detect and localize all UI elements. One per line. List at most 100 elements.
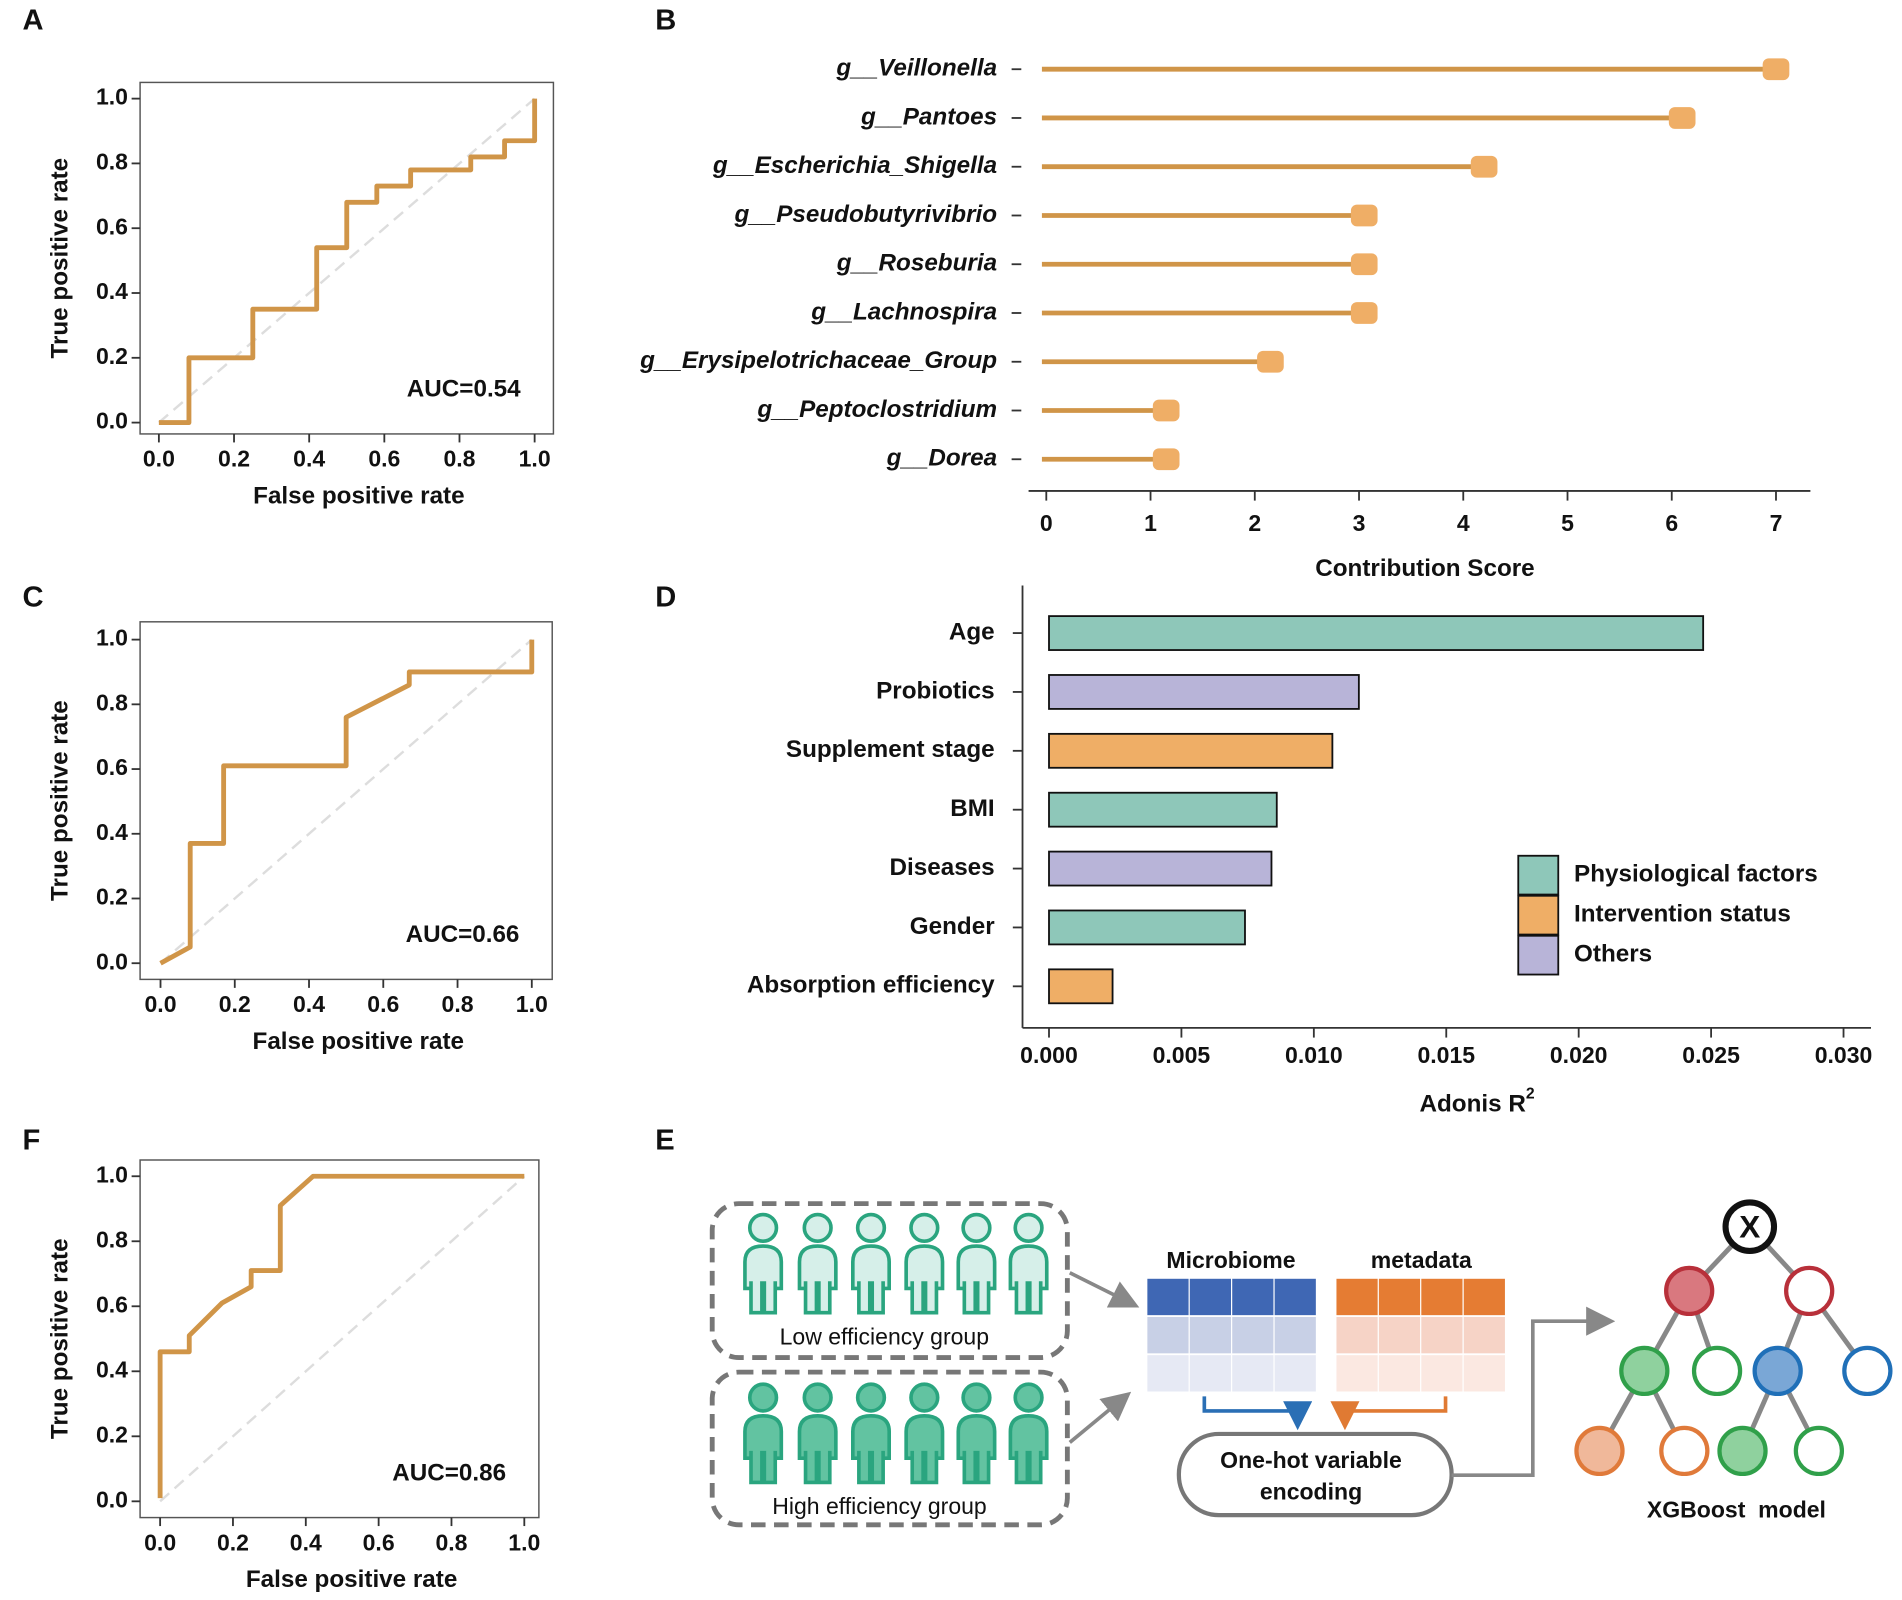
legend-swatch [1517, 854, 1560, 896]
category-label: Diseases [890, 854, 995, 881]
y-tick-label: 1.0 [96, 625, 128, 651]
person-legs [1014, 1281, 1043, 1315]
table-cell [1421, 1278, 1463, 1316]
lollipop-chart: 0 1 2 3 4 5 6 7 g__Veillonella g__Pantoes g__Esche… [639, 55, 1811, 582]
y-tick-label: 0.2 [96, 1421, 128, 1447]
x-tick-label: 0.4 [290, 1529, 322, 1555]
x-tick-label: 3 [1353, 510, 1366, 536]
y-tick-label: 0.0 [96, 948, 128, 974]
table-cell [1378, 1316, 1421, 1354]
connector [1202, 1396, 1313, 1431]
category-label: g__Dorea [886, 445, 997, 472]
person-legs [910, 1281, 939, 1315]
person-legs [857, 1450, 885, 1485]
x-axis-label: False positive rate [253, 1028, 464, 1055]
person-body [743, 1413, 784, 1460]
bar [1048, 732, 1334, 769]
x-tick-label: 0.8 [442, 991, 474, 1017]
plot-frame [139, 1159, 540, 1519]
auc-annotation: AUC=0.66 [406, 921, 520, 948]
person-head [802, 1212, 833, 1244]
table-cell [1147, 1316, 1189, 1354]
table-cell [1463, 1316, 1505, 1354]
category-label: g__Peptoclostridium [756, 396, 997, 423]
table-cell [1147, 1278, 1189, 1316]
legend-label: Physiological factors [1574, 861, 1818, 888]
x-tick-label: 0.030 [1815, 1042, 1873, 1068]
reference-line [158, 97, 536, 424]
roc-curve [159, 639, 535, 966]
person-head [909, 1212, 940, 1244]
connector [1330, 1396, 1448, 1431]
arrow [1451, 1306, 1616, 1477]
table-label: metadata [1371, 1247, 1472, 1273]
x-tick-label: 0.2 [217, 1529, 249, 1555]
table-cell [1421, 1316, 1463, 1354]
lollipop-head [1152, 448, 1180, 471]
x-tick-label: 0.4 [293, 991, 325, 1017]
person-body [904, 1413, 945, 1460]
category-label: Age [949, 618, 995, 645]
panel-label: C [23, 581, 44, 613]
bar [1048, 791, 1278, 828]
x-tick-label: 0.8 [443, 446, 475, 472]
y-axis-label: True positive rate [47, 700, 74, 901]
x-tick-label: 0.6 [367, 991, 399, 1017]
person-body [956, 1413, 997, 1460]
x-tick-label: 0.005 [1153, 1042, 1211, 1068]
panel-label: E [655, 1125, 674, 1157]
person-head [747, 1212, 779, 1244]
panel-label: D [655, 581, 676, 613]
table-cell [1189, 1355, 1231, 1392]
category-label: BMI [950, 795, 994, 822]
y-axis-label: True positive rate [47, 158, 74, 359]
lollipop-head [1470, 155, 1498, 178]
bar [1048, 850, 1273, 887]
group-box [709, 1201, 1070, 1361]
arrow [1068, 1391, 1132, 1444]
table-cell [1274, 1316, 1316, 1354]
person-head [855, 1212, 887, 1244]
encoding-label: One-hot variable [1220, 1447, 1402, 1473]
group-label: High efficiency group [772, 1493, 987, 1519]
x-axis-label-superscript: 2 [1526, 1086, 1535, 1103]
person-legs [962, 1281, 991, 1315]
legend-swatch [1517, 894, 1560, 936]
roc-chart: 0.0 0.2 0.4 0.6 0.8 1.0 0.0 0.2 0.4 0.6 0.8 1.0 AUC=… [47, 81, 555, 509]
table-cell [1232, 1355, 1274, 1392]
person-head [802, 1382, 833, 1413]
x-tick-label: 0.0 [144, 1529, 176, 1555]
table-cell [1147, 1355, 1189, 1392]
auc-annotation: AUC=0.86 [392, 1459, 506, 1486]
table-cell [1421, 1355, 1463, 1392]
roc-chart: 0.0 0.2 0.4 0.6 0.8 1.0 0.0 0.2 0.4 0.6 0.8 1.0 AUC=… [47, 1159, 540, 1593]
category-label: Probiotics [876, 677, 995, 704]
category-label: Supplement stage [786, 736, 995, 763]
model-label: XGBoost model [1647, 1497, 1826, 1523]
person-body [797, 1413, 838, 1460]
x-tick-label: 4 [1457, 510, 1470, 536]
person-body [1008, 1244, 1049, 1291]
lollipop-head [1668, 107, 1696, 129]
legend-label: Others [1574, 941, 1652, 968]
y-tick-label: 0.6 [96, 754, 128, 780]
x-tick-label: 0.000 [1020, 1042, 1078, 1068]
workflow-diagram: Low efficiency group High efficiency gro… [709, 1199, 1893, 1528]
x-tick-label: 1.0 [508, 1529, 540, 1555]
person-head [909, 1382, 940, 1413]
category-label: g__Pantoes [860, 103, 997, 130]
tree-node [1722, 1199, 1778, 1254]
lollipop-head [1762, 58, 1790, 81]
tree-node [1691, 1345, 1743, 1397]
y-tick-label: 0.6 [96, 213, 128, 239]
y-tick-label: 0.4 [96, 1356, 128, 1382]
person-body [904, 1244, 945, 1291]
person-legs [749, 1281, 778, 1315]
person-head [961, 1382, 992, 1413]
category-label: g__Veillonella [835, 55, 997, 82]
arrow [1068, 1271, 1140, 1308]
person-head [961, 1212, 992, 1244]
x-tick-label: 1 [1144, 510, 1157, 536]
x-tick-label: 0.015 [1417, 1042, 1475, 1068]
y-tick-label: 1.0 [96, 84, 128, 110]
